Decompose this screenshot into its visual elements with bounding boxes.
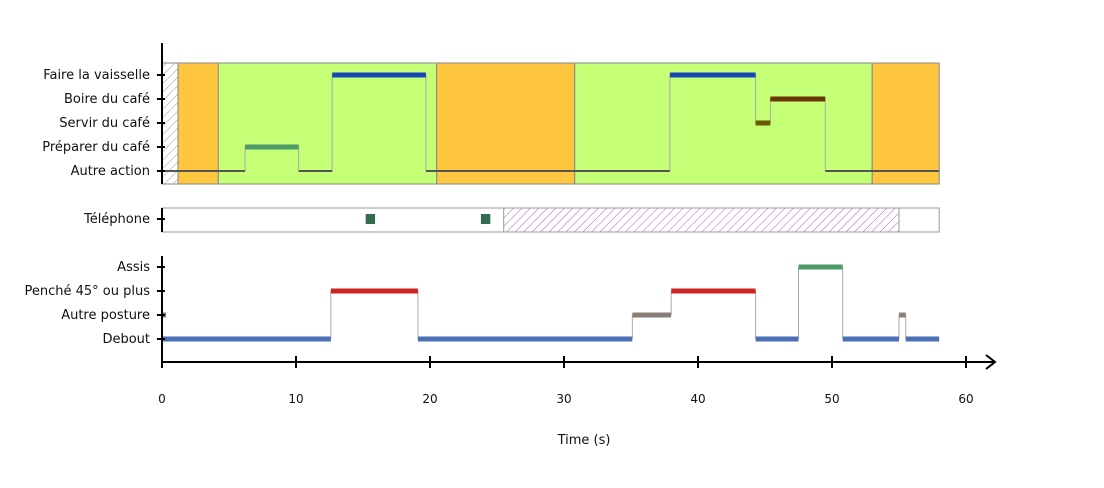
x-axis-label: Time (s) <box>557 433 611 448</box>
posture-segment <box>798 264 843 270</box>
posture-row-label: Debout <box>102 332 150 347</box>
action-segment <box>825 170 940 172</box>
action-segment <box>669 72 756 78</box>
posture-row-label: Autre posture <box>61 308 150 323</box>
posture-segment <box>755 336 799 342</box>
posture-row-label: Penché 45° ou plus <box>24 284 150 299</box>
posture-segment <box>330 288 418 294</box>
x-tick-label: 50 <box>824 392 839 406</box>
action-background-block <box>436 62 576 185</box>
x-tick-label: 40 <box>690 392 705 406</box>
x-tick-label: 0 <box>158 392 166 406</box>
phone-marker <box>480 214 491 224</box>
phone-marker <box>365 214 376 224</box>
posture-segment <box>632 312 672 318</box>
action-segment <box>755 120 771 126</box>
action-background-block <box>217 62 438 185</box>
action-row-label: Faire la vaisselle <box>43 68 150 83</box>
posture-row-label: Assis <box>117 260 150 275</box>
x-tick-label: 20 <box>422 392 437 406</box>
action-row-label: Servir du café <box>59 116 150 131</box>
action-segment <box>298 170 333 172</box>
posture-segment <box>905 336 940 342</box>
action-row-label: Boire du café <box>64 92 150 107</box>
x-axis-arrow <box>985 354 997 370</box>
action-segment <box>162 170 246 172</box>
x-tick-label: 30 <box>556 392 571 406</box>
action-segment <box>245 144 299 150</box>
posture-segment <box>671 288 756 294</box>
x-tick-label: 60 <box>958 392 973 406</box>
action-row-label: Préparer du café <box>42 140 150 155</box>
action-segment <box>425 170 670 172</box>
posture-segment <box>162 336 331 342</box>
action-segment <box>332 72 426 78</box>
action-background-block <box>871 62 940 185</box>
phone-row-label: Téléphone <box>83 212 150 227</box>
posture-segment <box>842 336 899 342</box>
action-background-block <box>574 62 873 185</box>
posture-segment <box>417 336 633 342</box>
posture-segment <box>899 312 906 318</box>
action-row-label: Autre action <box>71 164 150 179</box>
action-background-block <box>177 62 219 185</box>
phone-hatched-block <box>503 207 900 233</box>
action-segment <box>770 96 826 102</box>
x-tick-label: 10 <box>288 392 303 406</box>
